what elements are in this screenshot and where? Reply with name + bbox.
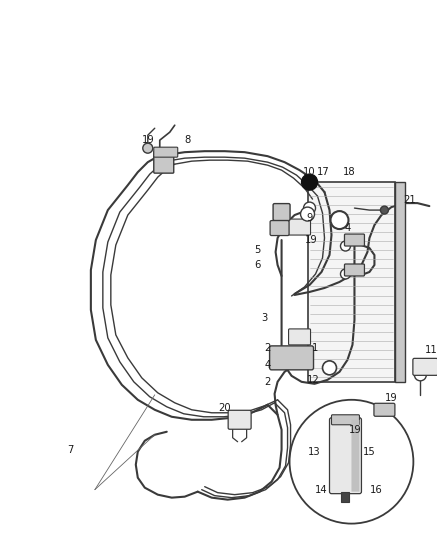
Text: 19: 19 (385, 393, 398, 403)
FancyBboxPatch shape (344, 264, 364, 276)
Text: 4: 4 (265, 360, 271, 370)
FancyBboxPatch shape (289, 219, 311, 235)
Text: 17: 17 (317, 167, 330, 177)
Text: 9: 9 (306, 213, 313, 223)
FancyBboxPatch shape (344, 234, 364, 246)
FancyBboxPatch shape (338, 418, 359, 431)
FancyBboxPatch shape (374, 403, 395, 416)
Circle shape (322, 361, 336, 375)
Text: 3: 3 (261, 313, 268, 323)
Text: 1: 1 (312, 343, 319, 353)
Circle shape (371, 405, 381, 415)
Text: 16: 16 (370, 484, 383, 495)
Circle shape (300, 207, 314, 221)
FancyBboxPatch shape (351, 420, 360, 491)
Circle shape (143, 143, 153, 153)
Text: 4: 4 (344, 223, 350, 233)
Text: 18: 18 (343, 167, 356, 177)
Circle shape (414, 369, 426, 381)
Circle shape (340, 269, 350, 279)
Text: 5: 5 (254, 245, 261, 255)
Text: 20: 20 (219, 403, 231, 413)
FancyBboxPatch shape (270, 346, 314, 370)
Text: 19: 19 (349, 425, 362, 435)
Circle shape (290, 400, 413, 523)
Circle shape (301, 174, 318, 190)
Text: 6: 6 (254, 260, 261, 270)
Circle shape (331, 211, 349, 229)
FancyBboxPatch shape (273, 204, 290, 221)
FancyBboxPatch shape (289, 329, 311, 345)
Text: 21: 21 (403, 195, 416, 205)
Text: 19: 19 (305, 235, 318, 245)
Text: 11: 11 (425, 345, 438, 355)
Text: 15: 15 (363, 447, 376, 457)
FancyBboxPatch shape (342, 491, 350, 502)
Circle shape (340, 241, 350, 251)
FancyBboxPatch shape (329, 418, 361, 494)
Text: 2: 2 (265, 377, 271, 387)
Circle shape (304, 202, 315, 214)
FancyBboxPatch shape (270, 221, 289, 236)
Text: 7: 7 (67, 445, 73, 455)
Text: 19: 19 (141, 135, 154, 145)
FancyBboxPatch shape (154, 151, 174, 173)
FancyBboxPatch shape (332, 415, 360, 425)
FancyBboxPatch shape (396, 182, 406, 382)
Circle shape (335, 420, 344, 430)
Text: 2: 2 (265, 343, 271, 353)
Text: 12: 12 (307, 375, 320, 385)
FancyBboxPatch shape (307, 182, 396, 382)
FancyBboxPatch shape (413, 358, 438, 375)
Text: 14: 14 (315, 484, 328, 495)
FancyBboxPatch shape (154, 147, 178, 157)
Text: 10: 10 (303, 167, 316, 177)
Circle shape (381, 206, 389, 214)
FancyBboxPatch shape (228, 410, 251, 429)
Text: 13: 13 (308, 447, 321, 457)
Text: 8: 8 (184, 135, 191, 145)
